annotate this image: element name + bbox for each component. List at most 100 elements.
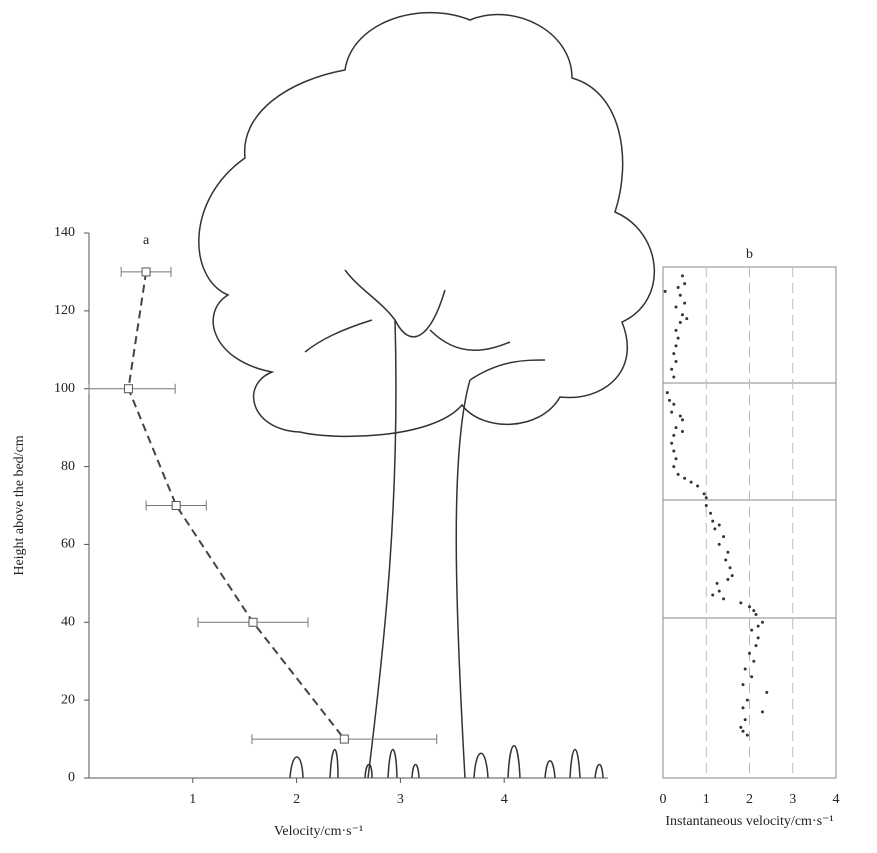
scatter-point	[676, 336, 680, 340]
scatter-point	[748, 651, 751, 655]
scatter-point	[672, 402, 676, 406]
scatter-point	[741, 729, 745, 733]
scatter-point	[674, 457, 678, 461]
x-tick-label: 1	[703, 792, 710, 807]
scatter-point	[670, 367, 674, 371]
x-tick-label: 2	[293, 792, 300, 807]
scatter-point	[715, 581, 719, 585]
scatter-point	[680, 313, 684, 317]
scatter-point	[674, 328, 678, 332]
scatter-point	[674, 426, 678, 430]
scatter-point	[750, 675, 754, 679]
data-point	[339, 734, 349, 744]
y-tick-label: 100	[54, 381, 75, 396]
y-tick-label: 20	[61, 692, 75, 707]
scatter-point	[760, 710, 764, 714]
scatter-point	[752, 659, 756, 663]
scatter-point	[689, 480, 693, 484]
x-tick-label: 1	[189, 792, 196, 807]
scatter-point	[722, 535, 726, 539]
x-tick-label: 4	[501, 792, 508, 807]
panel-a: 0 20 40 60 80 100 120 140 1 2 3 4 a Velocity/cm·s⁻¹ He…	[12, 225, 608, 839]
scatter-point	[674, 305, 678, 309]
scatter-point	[739, 601, 743, 605]
scatter-point	[702, 492, 706, 496]
x-tick-label: 0	[660, 792, 667, 807]
scatter-point	[745, 733, 749, 737]
scatter-point	[665, 391, 669, 395]
data-point	[248, 617, 258, 627]
scatter-point	[672, 352, 676, 356]
y-tick-label: 60	[61, 537, 75, 552]
scatter-point	[678, 293, 682, 297]
y-tick-label: 80	[61, 459, 75, 474]
scatter-point	[674, 344, 678, 348]
scatter-point	[726, 550, 730, 554]
scatter-point	[672, 433, 676, 437]
scatter-point	[756, 636, 760, 640]
scatter-point	[754, 613, 758, 616]
x-tick-label: 4	[833, 792, 840, 807]
x-axis-label: Instantaneous velocity/cm·s⁻¹	[665, 814, 833, 829]
panel-title: a	[143, 233, 150, 248]
panel-title: b	[746, 247, 753, 262]
scatter-point	[680, 418, 684, 422]
data-line	[127, 271, 346, 740]
scatter-point	[670, 441, 674, 445]
scatter-point	[709, 511, 713, 515]
scatter-point	[680, 430, 684, 434]
scatter-point	[683, 476, 687, 480]
scatter-point	[663, 289, 667, 293]
scatter-point	[711, 593, 715, 597]
scatter-point	[674, 359, 678, 363]
scatter-point	[685, 317, 689, 321]
y-axis-label: Height above the bed/cm	[12, 435, 27, 575]
scatter-point	[670, 410, 674, 414]
scatter-point	[741, 683, 745, 687]
y-tick-label: 120	[54, 303, 75, 318]
scatter-point	[717, 542, 721, 546]
data-point	[141, 267, 151, 277]
scatter-point	[678, 321, 682, 325]
scatter-point	[704, 504, 708, 507]
scatter-point	[711, 519, 715, 523]
scatter-point	[667, 398, 671, 402]
scatter-point	[756, 624, 760, 628]
tree-illustration	[198, 12, 655, 779]
scatter-point	[680, 274, 684, 278]
scatter-point	[683, 301, 687, 305]
panel-b: 0 1 2 3 4 b Instantaneous velocity/cm·s⁻¹	[660, 247, 840, 829]
x-axis-label: Velocity/cm·s⁻¹	[274, 824, 363, 839]
scatter-point	[750, 628, 754, 632]
data-point	[171, 501, 181, 510]
scatter-point	[722, 597, 726, 601]
y-tick-label: 40	[61, 615, 75, 630]
x-tick-label: 2	[746, 792, 753, 807]
scatter-point	[676, 472, 680, 476]
scatter-point	[676, 286, 680, 289]
x-tick-label: 3	[789, 792, 796, 807]
scatter-point	[730, 574, 734, 578]
scatter-point	[672, 465, 676, 469]
scatter-point	[743, 667, 747, 671]
scatter-point	[726, 577, 730, 581]
scatter-point	[752, 609, 756, 613]
scatter-point	[672, 375, 676, 379]
scatter-point	[739, 725, 743, 729]
data-point	[123, 384, 133, 394]
scatter-point	[713, 527, 717, 531]
scatter-point	[748, 605, 751, 609]
scatter-point	[704, 496, 708, 500]
scatter-point	[745, 698, 749, 702]
scatter-point	[717, 523, 721, 527]
y-tick-label: 140	[54, 225, 75, 240]
y-tick-label: 0	[68, 770, 75, 785]
scatter-point	[696, 484, 700, 488]
scatter-point	[765, 690, 769, 694]
scatter-point	[728, 566, 732, 570]
scatter-point	[760, 620, 764, 624]
x-tick-label: 3	[397, 792, 404, 807]
scatter-point	[754, 644, 758, 648]
scatter-point	[717, 589, 721, 593]
scatter-point	[724, 558, 728, 562]
